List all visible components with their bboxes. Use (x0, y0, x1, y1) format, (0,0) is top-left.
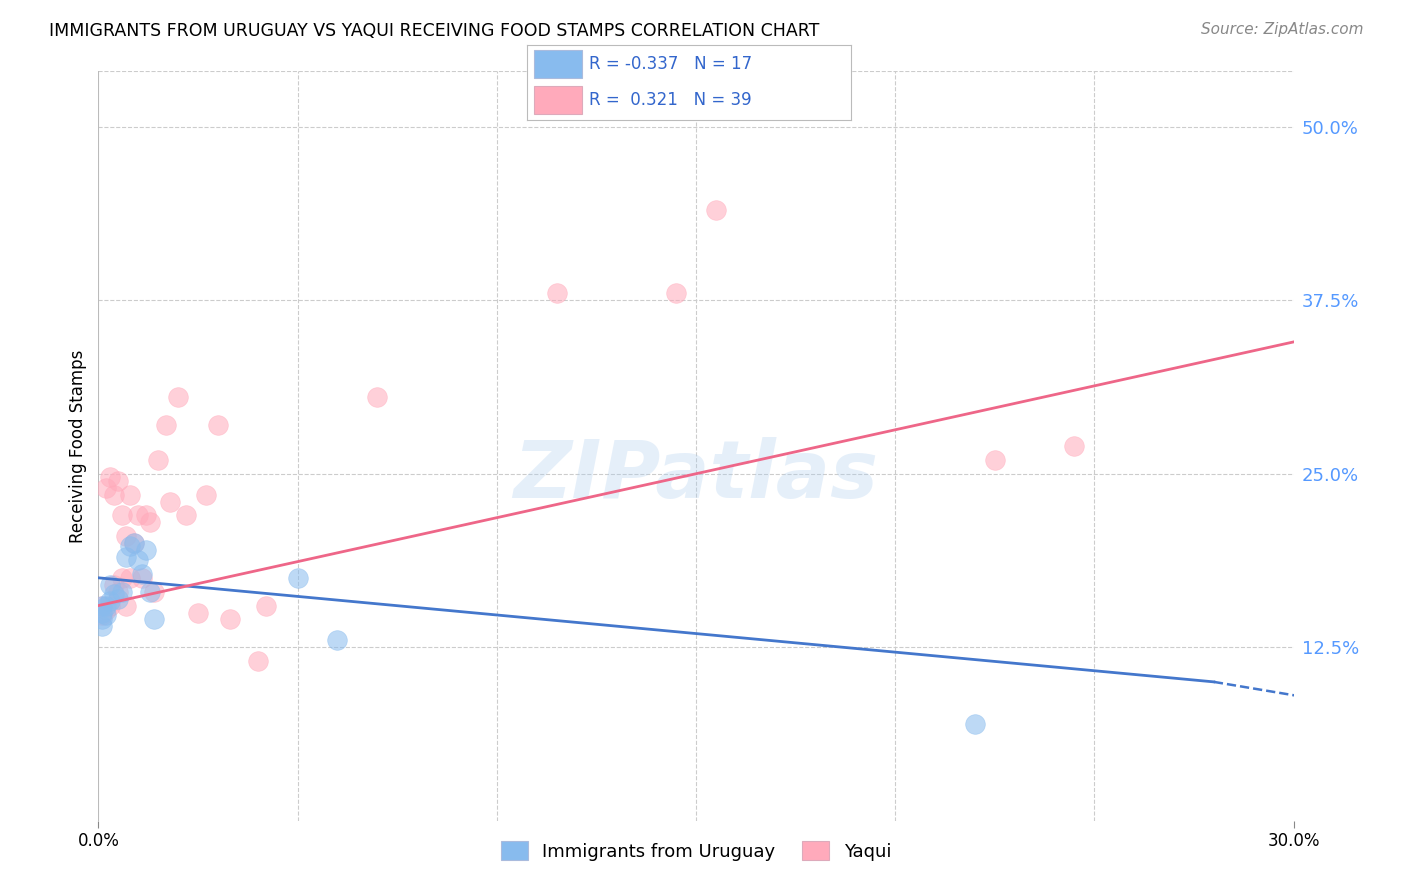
FancyBboxPatch shape (534, 50, 582, 78)
Point (127, 553, 149, 567)
Point (96, 481, 118, 495)
Point (91, 599, 114, 613)
FancyBboxPatch shape (534, 86, 582, 113)
Point (103, 587, 125, 601)
Point (159, 494, 181, 508)
Point (98, 599, 122, 613)
Text: R = -0.337   N = 17: R = -0.337 N = 17 (589, 55, 752, 73)
Point (120, 539, 142, 553)
Point (963, 716, 986, 731)
Point (143, 584, 166, 599)
Point (131, 571, 153, 585)
Point (546, 286, 568, 301)
Point (111, 571, 134, 585)
Point (127, 508, 149, 523)
Text: IMMIGRANTS FROM URUGUAY VS YAQUI RECEIVING FOOD STAMPS CORRELATION CHART: IMMIGRANTS FROM URUGUAY VS YAQUI RECEIVI… (49, 22, 820, 40)
Point (143, 612, 166, 626)
Point (103, 487, 125, 501)
Point (91, 608, 114, 623)
Point (665, 286, 688, 301)
Point (91, 599, 114, 613)
Point (107, 474, 129, 488)
Point (131, 566, 153, 581)
Point (115, 549, 138, 564)
Point (96, 603, 118, 617)
Text: R =  0.321   N = 39: R = 0.321 N = 39 (589, 91, 751, 109)
Point (174, 508, 197, 523)
Point (187, 606, 209, 620)
Point (98, 469, 122, 483)
Text: Source: ZipAtlas.com: Source: ZipAtlas.com (1201, 22, 1364, 37)
Point (120, 571, 142, 585)
Point (139, 516, 162, 530)
Point (103, 578, 125, 592)
Point (207, 418, 229, 433)
Text: ZIPatlas: ZIPatlas (513, 437, 879, 515)
Point (167, 391, 190, 405)
Point (120, 487, 142, 501)
Point (111, 508, 134, 523)
Y-axis label: Receiving Food Stamps: Receiving Food Stamps (69, 350, 87, 542)
Point (287, 571, 309, 585)
Point (219, 612, 242, 626)
Point (254, 599, 277, 613)
Point (246, 654, 269, 668)
Point (91, 619, 114, 633)
Point (984, 453, 1007, 467)
Point (139, 584, 162, 599)
Point (98, 578, 122, 592)
Point (107, 584, 129, 599)
Point (148, 453, 170, 467)
Point (704, 203, 727, 218)
Point (135, 508, 157, 523)
Point (195, 487, 218, 501)
Point (155, 418, 177, 433)
Point (111, 584, 134, 599)
Point (98, 594, 122, 608)
Point (366, 391, 388, 405)
Point (115, 529, 138, 543)
Point (124, 536, 146, 550)
Legend: Immigrants from Uruguay, Yaqui: Immigrants from Uruguay, Yaqui (494, 834, 898, 868)
Point (135, 543, 157, 558)
Point (91, 612, 114, 626)
Point (124, 536, 146, 550)
Point (115, 599, 138, 613)
Point (96, 599, 118, 613)
Point (326, 633, 349, 648)
Point (107, 591, 129, 606)
Point (1063, 439, 1085, 453)
Point (96, 608, 118, 623)
Point (91, 606, 114, 620)
